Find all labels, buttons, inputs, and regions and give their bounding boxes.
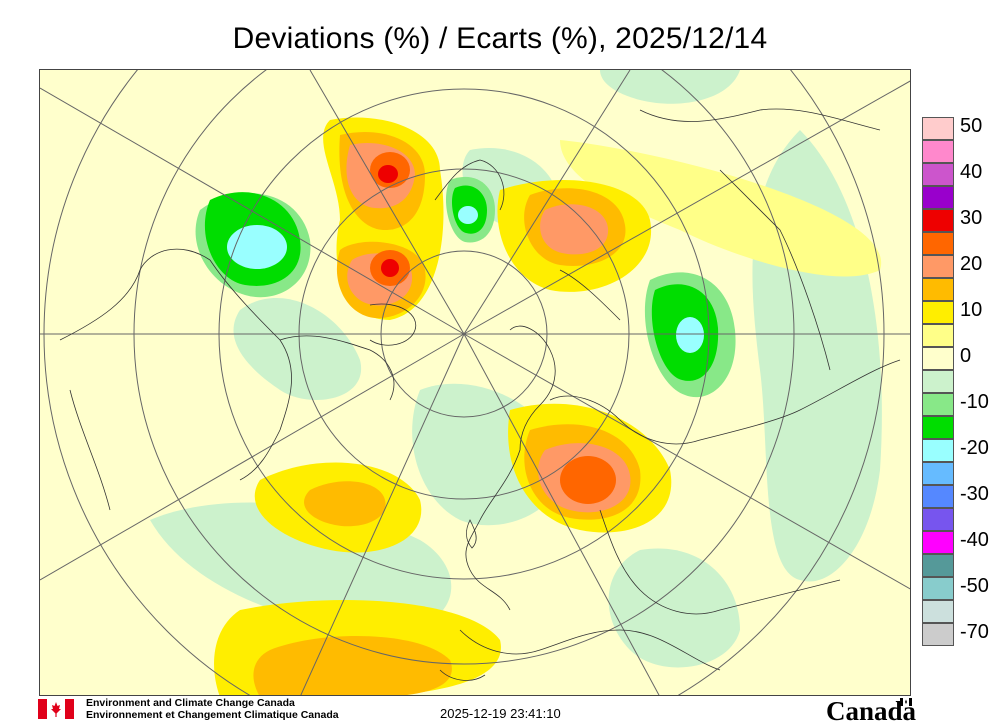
legend-swatch (922, 255, 954, 278)
wordmark-flag-icon (900, 698, 912, 706)
legend-swatch (922, 186, 954, 209)
organization-name: Environment and Climate Change Canada En… (86, 697, 339, 721)
polar-stereographic-map (40, 70, 910, 695)
legend-label: 40 (960, 161, 983, 183)
legend-swatch (922, 462, 954, 485)
legend-swatch (922, 600, 954, 623)
legend-swatch (922, 439, 954, 462)
legend-swatch (922, 485, 954, 508)
legend-swatch (922, 163, 954, 186)
canada-flag-icon (38, 699, 74, 719)
legend-swatch (922, 531, 954, 554)
deviation-map[interactable] (39, 69, 911, 696)
legend-swatch (922, 623, 954, 646)
legend-swatch (922, 508, 954, 531)
legend-label: -40 (960, 529, 989, 551)
legend-swatch (922, 278, 954, 301)
map-title: Deviations (%) / Ecarts (%), 2025/12/14 (232, 22, 768, 55)
legend-label: 10 (960, 299, 983, 321)
legend-label: 50 (960, 115, 983, 137)
legend-label: -20 (960, 437, 989, 459)
legend-swatch (922, 209, 954, 232)
legend-swatch (922, 370, 954, 393)
generation-timestamp: 2025-12-19 23:41:10 (440, 706, 561, 721)
legend-swatch (922, 416, 954, 439)
legend-label: 30 (960, 207, 983, 229)
legend-swatch (922, 347, 954, 370)
legend-label: 0 (960, 345, 972, 367)
legend-swatch (922, 577, 954, 600)
graticule (40, 70, 910, 695)
legend-swatch (922, 232, 954, 255)
legend-swatch (922, 117, 954, 140)
coastlines (59, 108, 901, 681)
organization-name-french: Environnement et Changement Climatique C… (86, 709, 339, 721)
anomaly-fills (150, 70, 882, 695)
legend-swatch (922, 393, 954, 416)
legend-label: -30 (960, 483, 989, 505)
legend-label: -70 (960, 621, 989, 643)
legend-swatch (922, 140, 954, 163)
legend-label: 20 (960, 253, 983, 275)
legend-label: -50 (960, 575, 989, 597)
organization-name-english: Environment and Climate Change Canada (86, 697, 295, 709)
legend-swatch (922, 301, 954, 324)
legend-swatch (922, 554, 954, 577)
legend-label: -10 (960, 391, 989, 413)
legend-swatch (922, 324, 954, 347)
